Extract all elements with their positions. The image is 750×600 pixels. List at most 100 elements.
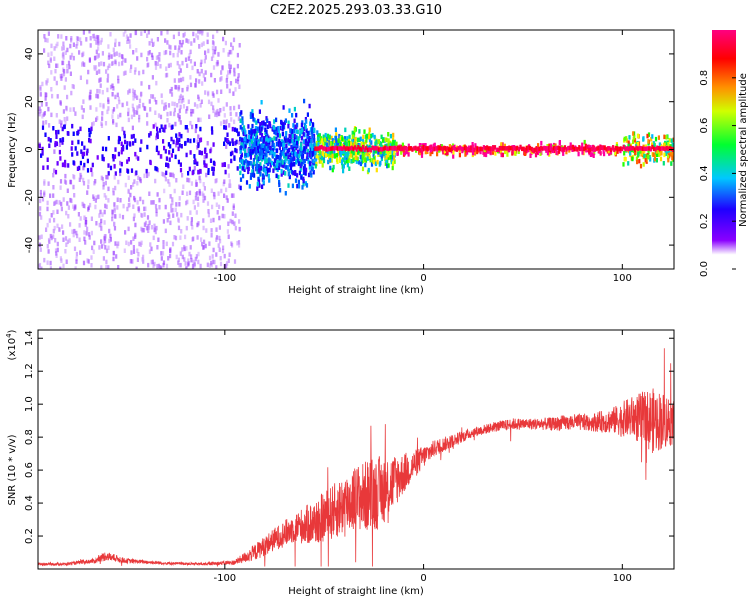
- spectrogram-cell: [198, 44, 201, 49]
- spectrogram-cell: [258, 155, 262, 161]
- spectrogram-cell: [105, 69, 108, 74]
- spectrogram-cell: [247, 166, 250, 171]
- spectrogram-cell: [87, 259, 90, 264]
- spectrogram-cell: [112, 190, 115, 196]
- spectrogram-cell: [80, 105, 83, 110]
- spectrogram-cell: [228, 183, 231, 188]
- spectrogram-cell: [429, 151, 432, 157]
- spectrogram-cell: [130, 250, 133, 255]
- spectrogram-cell: [53, 201, 56, 206]
- spectrogram-cell: [206, 262, 209, 268]
- spectrogram-cell: [311, 129, 314, 135]
- spectrogram-cell: [200, 42, 203, 48]
- spectrogram-cell: [433, 142, 436, 148]
- spectrogram-cell: [297, 179, 300, 185]
- spectrogram-cell: [121, 61, 124, 66]
- spectrogram-cell: [204, 70, 207, 75]
- spectrogram-cell: [348, 134, 351, 140]
- spectrogram-cell: [202, 225, 205, 231]
- x-tick-label: 100: [613, 573, 632, 584]
- spectrogram-cell: [667, 157, 670, 163]
- spectrogram-cell: [513, 145, 516, 150]
- spectrogram-cell: [241, 120, 244, 126]
- spectrogram-cell: [352, 134, 355, 139]
- spectrogram-cell: [252, 129, 255, 134]
- spectrogram-cell: [314, 142, 317, 148]
- spectrogram-cell: [309, 127, 313, 132]
- spectrogram-cell: [247, 135, 251, 140]
- spectrogram-cell: [178, 262, 181, 268]
- spectrogram-cell: [114, 94, 117, 100]
- spectrogram-cell: [144, 220, 148, 226]
- spectrogram-cell: [233, 105, 236, 111]
- spectrogram-cell: [506, 152, 509, 157]
- spectrogram-cell: [256, 145, 259, 150]
- spectrogram-cell: [150, 200, 153, 205]
- spectrogram-cell: [60, 34, 63, 39]
- spectrogram-cell: [175, 140, 178, 146]
- spectrogram-cell: [293, 106, 296, 112]
- spectrogram-cell: [198, 30, 201, 35]
- spectrogram-cell: [179, 93, 183, 99]
- spectrogram-cell: [422, 144, 425, 150]
- spectrogram-cell: [374, 149, 377, 154]
- spectrogram-cell: [549, 146, 552, 151]
- spectrogram-cell: [251, 139, 254, 144]
- spectrogram-cell: [39, 193, 43, 198]
- spectrogram-cell: [635, 156, 638, 161]
- spectrogram-cell: [94, 204, 97, 210]
- spectrogram-cell: [253, 118, 256, 123]
- spectrogram-cell: [148, 133, 151, 138]
- spectrogram-cell: [155, 135, 158, 141]
- spectrogram-cell: [95, 34, 98, 40]
- spectrogram-cell: [305, 183, 309, 188]
- spectrogram-cell: [288, 147, 291, 153]
- spectrogram-cell: [90, 126, 93, 132]
- spectrogram-cell: [279, 125, 282, 131]
- spectrogram-cell: [242, 161, 245, 167]
- spectrogram-cell: [180, 212, 183, 218]
- spectrogram-cell: [64, 236, 68, 241]
- spectrogram-cell: [40, 234, 43, 239]
- spectrogram-cell: [618, 146, 621, 152]
- spectrogram-cell: [114, 38, 117, 44]
- spectrogram-cell: [591, 152, 594, 157]
- spectrogram-cell: [237, 76, 240, 82]
- spectrogram-cell: [624, 146, 627, 152]
- spectrogram-cell: [50, 235, 53, 241]
- spectrogram-cell: [160, 93, 163, 98]
- spectrogram-cell: [83, 236, 86, 242]
- spectrogram-cell: [223, 162, 226, 167]
- spectrogram-cell: [46, 157, 49, 162]
- spectrogram-cell: [61, 46, 64, 51]
- spectrogram-cell: [106, 109, 109, 115]
- spectrogram-cell: [614, 150, 617, 156]
- spectrogram-cell: [327, 140, 331, 145]
- spectrogram-cell: [48, 143, 51, 148]
- spectrogram-cell: [227, 173, 230, 178]
- spectrogram-cell: [41, 125, 45, 130]
- spectrogram-cell: [95, 107, 98, 112]
- spectrogram-cell: [82, 165, 85, 171]
- spectrogram-cell: [129, 68, 132, 73]
- spectrogram-cell: [125, 145, 128, 150]
- spectrogram-cell: [202, 245, 205, 250]
- spectrogram-cell: [384, 145, 387, 150]
- spectrogram-cell: [358, 146, 361, 151]
- spectrogram-cell: [126, 141, 129, 146]
- spectrogram-cell: [271, 150, 274, 156]
- spectrogram-cell: [207, 168, 210, 173]
- spectrogram-cell: [403, 151, 406, 156]
- spectrogram-cell: [347, 158, 350, 163]
- spectrogram-cell: [256, 126, 259, 131]
- spectrogram-cell: [303, 126, 306, 132]
- spectrogram-cell: [425, 146, 428, 151]
- spectrogram-cell: [225, 119, 228, 124]
- spectrogram-cell: [140, 240, 143, 246]
- spectrogram-cell: [212, 105, 215, 110]
- spectrogram-cell: [339, 142, 342, 147]
- spectrogram-cell: [536, 147, 540, 152]
- spectrogram-cell: [392, 161, 395, 166]
- spectrogram-cell: [185, 225, 188, 231]
- spectrogram-cell: [306, 112, 309, 117]
